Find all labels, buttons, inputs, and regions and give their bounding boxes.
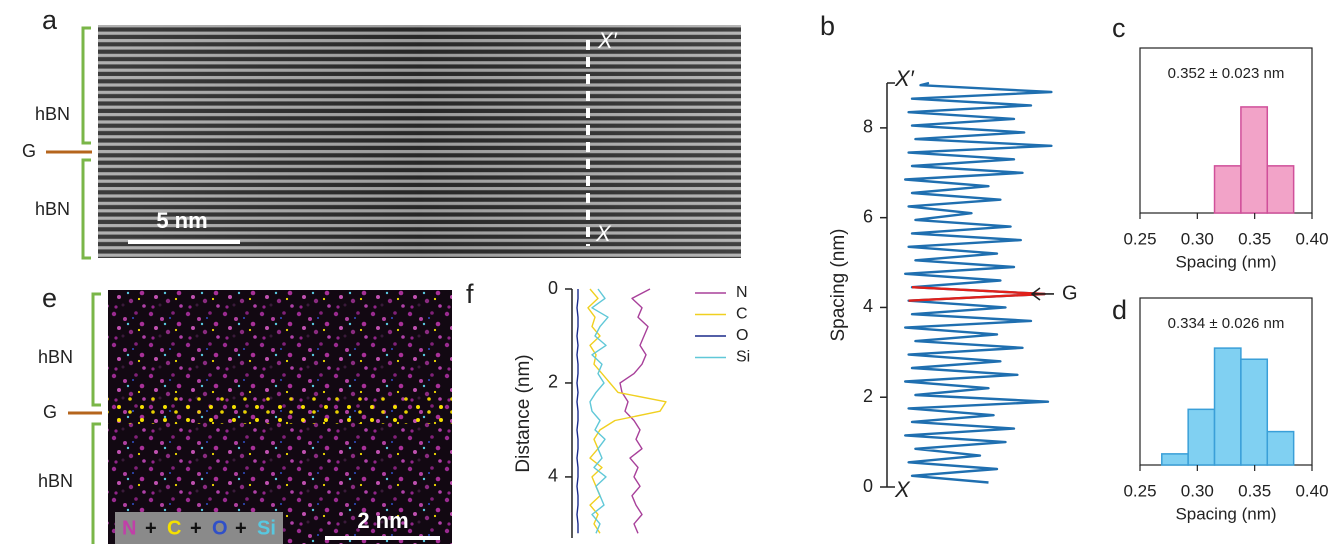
legend-label: Si: [736, 349, 750, 366]
eds-carbon-band: [108, 396, 452, 424]
y-tick-label: 2: [863, 386, 873, 406]
legend-element: O: [212, 517, 228, 539]
y-tick-label: 0: [863, 476, 873, 496]
hist-bar: [1240, 106, 1269, 214]
x-tick-label: 0.35: [1238, 481, 1271, 500]
panel-label: b: [820, 11, 835, 41]
legend-element: C: [167, 517, 181, 539]
y-axis-label: Distance (nm): [513, 354, 534, 472]
hist-bar: [1240, 358, 1269, 466]
panel-a: a hBN G hBN X′ X 5 nm: [22, 5, 741, 260]
legend-label: N: [736, 284, 748, 301]
x-axis-label: Spacing (nm): [1175, 504, 1276, 523]
hist-bar: [1161, 453, 1189, 466]
x-tick-label: 0.40: [1295, 229, 1328, 248]
x-tick-label: 0.30: [1181, 481, 1214, 500]
hist-bar: [1213, 347, 1242, 466]
legend-element: N: [122, 517, 136, 539]
panel-label: e: [42, 283, 57, 313]
tem-haze: [98, 25, 741, 258]
profile-label: X′: [597, 28, 618, 53]
x-tick-label: 0.30: [1181, 229, 1214, 248]
y-tick-label: 4: [863, 296, 873, 316]
y-axis-label: Spacing (nm): [828, 229, 849, 342]
y-tick-label: 4: [548, 466, 558, 486]
legend-label: C: [736, 306, 748, 323]
annotation-arrow: [1030, 287, 1054, 301]
data-line: [908, 286, 1046, 302]
bracket: [91, 422, 101, 544]
x-tick-label: 0.35: [1238, 229, 1271, 248]
hist-bar: [1266, 430, 1295, 466]
scale-label: 5 nm: [156, 208, 207, 233]
legend-separator: +: [235, 517, 247, 539]
hist-bar: [1213, 165, 1242, 214]
data-line: [576, 289, 579, 534]
layer-label: G: [43, 402, 57, 422]
layer-label: hBN: [38, 471, 73, 491]
layer-label: hBN: [35, 199, 70, 219]
layer-label: G: [22, 141, 36, 161]
panel-label: a: [42, 5, 58, 35]
legend-separator: +: [145, 517, 157, 539]
bracket: [91, 292, 101, 407]
layer-label: hBN: [35, 104, 70, 124]
axis-end-hook: [887, 82, 895, 488]
panel-label: d: [1112, 295, 1127, 325]
legend-box: [115, 512, 283, 544]
x-tick-label: 0.25: [1123, 481, 1156, 500]
hist-bar: [1187, 408, 1216, 466]
panel-label: c: [1112, 13, 1126, 43]
x-tick-label: 0.40: [1295, 481, 1328, 500]
axis-end-label: X′: [894, 66, 915, 91]
data-line: [904, 81, 1053, 484]
layer-label: hBN: [38, 347, 73, 367]
panel-e: e hBN G hBN N + C + O + Si 2 nm: [38, 283, 452, 544]
bracket: [81, 26, 91, 145]
profile-label: X: [595, 221, 612, 246]
axis-end-label: X: [894, 477, 911, 502]
x-tick-label: 0.25: [1123, 229, 1156, 248]
legend-label: O: [736, 327, 748, 344]
data-line: [589, 288, 609, 534]
legend-element: Si: [257, 517, 276, 539]
data-line: [619, 288, 651, 534]
x-axis-label: Spacing (nm): [1175, 252, 1276, 271]
y-tick-label: 2: [548, 372, 558, 392]
annotation-label: G: [1062, 282, 1078, 304]
legend-separator: +: [190, 517, 202, 539]
hist-bar: [1266, 165, 1295, 214]
bracket: [81, 158, 91, 260]
panel-label: f: [466, 279, 474, 309]
scale-label: 2 nm: [357, 508, 408, 533]
y-tick-label: 0: [548, 278, 558, 298]
y-tick-label: 8: [863, 117, 873, 137]
annotation: 0.334 ± 0.026 nm: [1168, 315, 1285, 332]
y-tick-label: 6: [863, 206, 873, 226]
annotation: 0.352 ± 0.023 nm: [1168, 65, 1285, 82]
element-legend: N + C + O + Si: [122, 517, 276, 539]
